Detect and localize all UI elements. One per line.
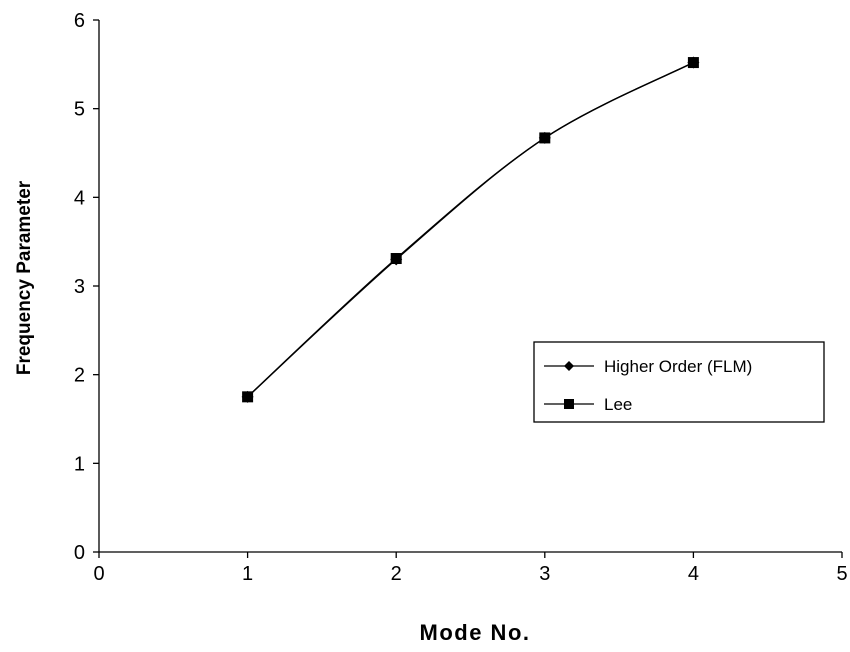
- data-point-lee: [539, 132, 551, 144]
- y-axis-label: Frequency Parameter: [14, 180, 35, 375]
- legend: Higher Order (FLM) Lee: [533, 341, 825, 423]
- x-ticks: 0 1 2 3 4 5: [93, 552, 848, 585]
- y-tick-label: 4: [74, 187, 85, 209]
- data-point-lee: [242, 391, 254, 403]
- y-tick-label: 0: [74, 542, 85, 564]
- legend-marker-square: [564, 399, 574, 409]
- x-axis-label: Mode No.: [420, 620, 531, 645]
- y-tick-label: 6: [74, 10, 85, 32]
- x-tick-label: 5: [836, 563, 847, 585]
- axes: [98, 20, 842, 553]
- y-tick-label: 3: [74, 276, 85, 298]
- x-tick-label: 0: [93, 563, 104, 585]
- legend-label-lee: Lee: [604, 395, 632, 414]
- x-tick-label: 1: [242, 563, 253, 585]
- data-point-lee: [390, 253, 402, 265]
- legend-label-higher-order: Higher Order (FLM): [604, 357, 752, 376]
- y-ticks: 0 1 2 3 4 5 6: [74, 10, 99, 564]
- legend-marker-diamond: [564, 361, 574, 371]
- y-tick-label: 1: [74, 453, 85, 475]
- data-point-lee: [687, 57, 699, 69]
- series-layer: [241, 56, 700, 403]
- y-tick-label: 5: [74, 99, 85, 121]
- series-line-lee: [247, 61, 694, 398]
- x-tick-label: 2: [391, 563, 402, 585]
- x-tick-label: 3: [539, 563, 550, 585]
- x-tick-label: 4: [688, 563, 699, 585]
- legend-box: [533, 341, 825, 423]
- y-tick-label: 2: [74, 365, 85, 387]
